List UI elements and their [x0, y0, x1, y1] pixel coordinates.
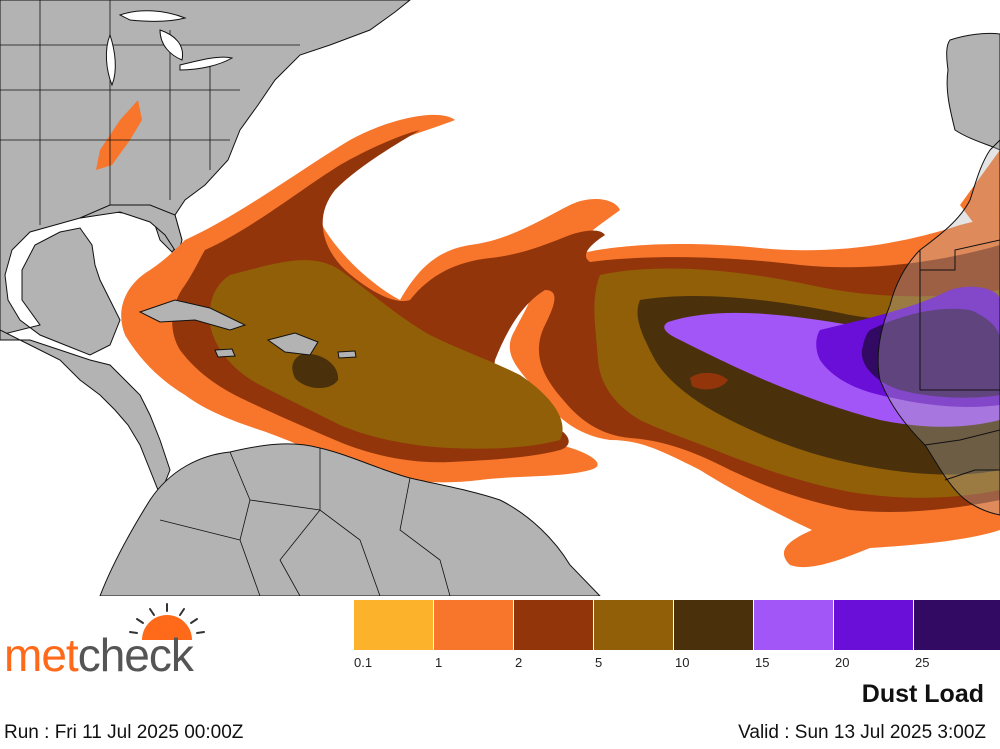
run-time: Run : Fri 11 Jul 2025 00:00Z — [4, 722, 244, 743]
legend-swatch — [514, 600, 594, 650]
lake-huron — [159, 29, 184, 61]
map-svg — [0, 0, 1000, 596]
dust-hotspot — [690, 372, 728, 390]
legend-swatch — [594, 600, 674, 650]
legend-tick-label: 0.1 — [354, 655, 373, 670]
dust-load-legend: 0.1 1 2 5 10 15 20 25 — [354, 600, 1000, 678]
lake-superior — [118, 10, 187, 22]
legend-swatch — [754, 600, 834, 650]
legend-tick-label: 10 — [675, 655, 690, 670]
island-puerto-rico — [337, 350, 357, 359]
island-hispaniola — [266, 332, 319, 356]
lake-michigan — [105, 33, 116, 87]
island-cuba — [138, 299, 247, 331]
valid-time: Valid : Sun 13 Jul 2025 3:00Z — [738, 722, 986, 743]
legend-swatch — [434, 600, 514, 650]
great-lakes — [105, 10, 234, 87]
dust-plumes — [96, 100, 1000, 568]
metcheck-logo[interactable]: metcheck — [4, 602, 234, 687]
legend-tick-label: 25 — [915, 655, 930, 670]
us-state-borders — [0, 0, 300, 225]
dust-level-25 — [861, 308, 1000, 398]
lake-erie — [179, 56, 234, 71]
land-north-america — [0, 0, 411, 356]
dust-level-1-us — [96, 100, 142, 170]
legend-color-bar — [354, 600, 1000, 650]
land-iberia — [946, 32, 1000, 151]
legend-swatch — [914, 600, 1000, 650]
dust-level-1-africa-north — [960, 150, 1000, 225]
legend-swatch — [674, 600, 754, 650]
land-central-america — [0, 329, 171, 497]
land-africa — [877, 139, 1000, 516]
legend-swatch — [834, 600, 914, 650]
layer-title: Dust Load — [861, 680, 984, 708]
sunrise-icon — [129, 603, 205, 640]
logo-wordmark: metcheck — [4, 629, 194, 681]
logo-check: check — [77, 629, 194, 681]
legend-tick-label: 15 — [755, 655, 770, 670]
legend-tick-label: 5 — [595, 655, 603, 670]
legend-tick-label: 20 — [835, 655, 850, 670]
africa-borders — [919, 239, 1000, 481]
legend-tick-label: 1 — [435, 655, 443, 670]
dust-map — [0, 0, 1000, 596]
island-jamaica — [214, 348, 236, 358]
logo-met: met — [4, 629, 79, 681]
legend-swatch — [354, 600, 434, 650]
south-america-borders — [159, 448, 451, 596]
footer: metcheck 0.1 1 2 5 10 15 20 25 Dust Load Run : … — [0, 596, 1000, 749]
legend-tick-label: 2 — [515, 655, 523, 670]
caribbean-islands — [138, 299, 357, 359]
